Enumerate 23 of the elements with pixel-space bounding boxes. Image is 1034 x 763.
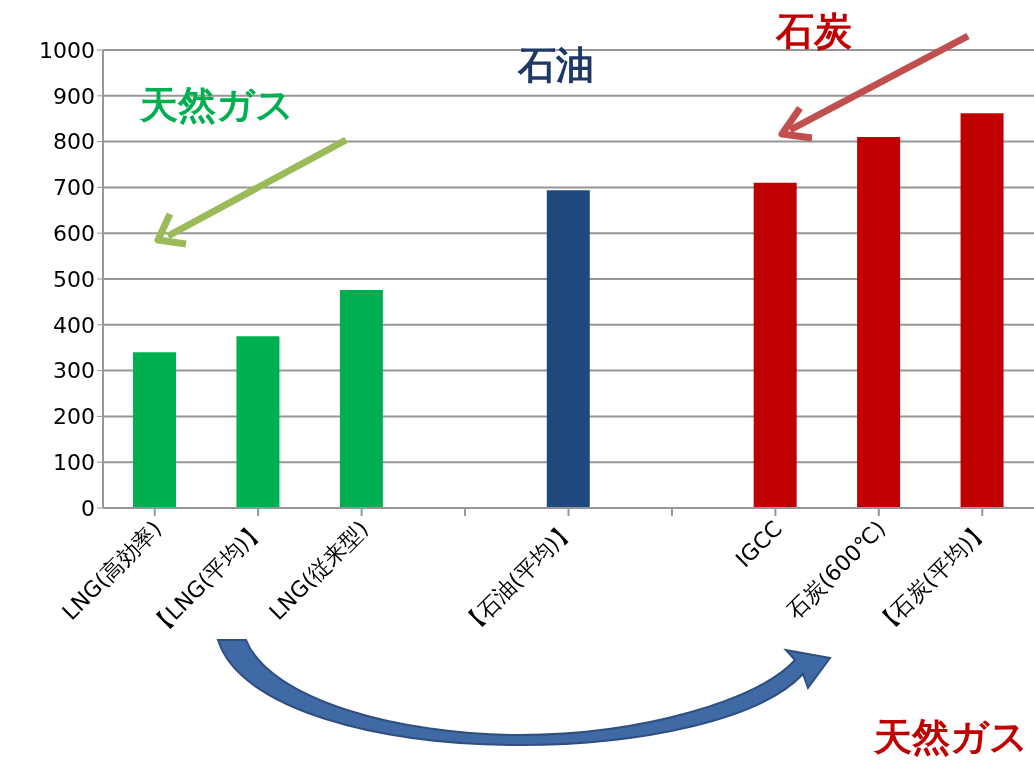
bar (236, 336, 280, 508)
annotation: 石油 (518, 42, 594, 89)
bar (857, 137, 901, 508)
y-tick-label: 100 (53, 450, 95, 476)
annotation: 天然ガス (140, 82, 294, 129)
bar (960, 113, 1004, 508)
y-tick-label: 600 (53, 221, 95, 247)
annotation: 石炭 (776, 8, 852, 55)
y-tick-label: 1000 (39, 37, 95, 63)
bar (546, 190, 590, 508)
y-tick-label: 900 (53, 83, 95, 109)
y-tick-label: 0 (81, 495, 95, 521)
bar (753, 182, 797, 508)
y-tick-label: 700 (53, 175, 95, 201)
y-tick-label: 300 (53, 358, 95, 384)
y-tick-label: 400 (53, 312, 95, 338)
text: 天然ガス (874, 714, 1028, 761)
y-tick-label: 800 (53, 129, 95, 155)
y-tick-label: 200 (53, 404, 95, 430)
bar (339, 289, 383, 508)
x-tick-label: 【石油(平均)】 (456, 515, 581, 640)
y-tick-label: 500 (53, 266, 95, 292)
bar (133, 352, 176, 508)
